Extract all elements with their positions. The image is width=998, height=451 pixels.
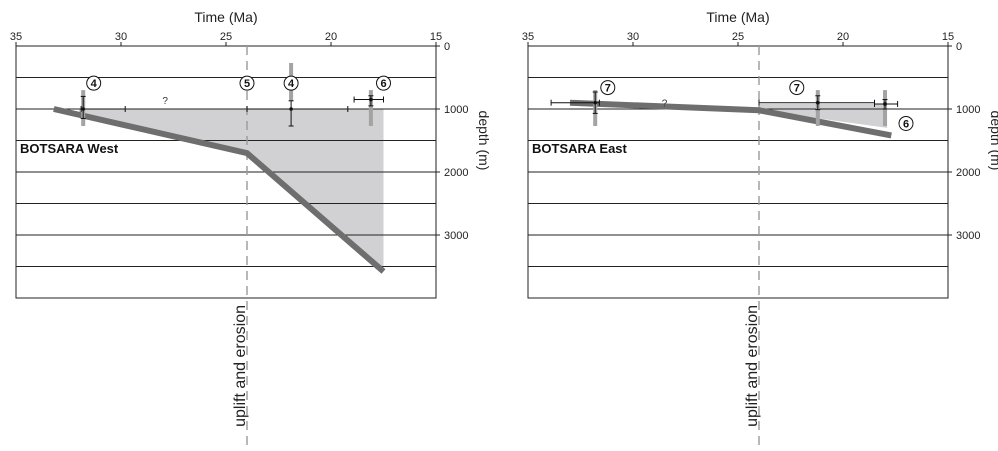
shaded-region (759, 103, 888, 128)
constraint-circle (898, 115, 914, 131)
y-axis-title: depth (m) (476, 111, 492, 171)
y-axis-title: depth (m) (988, 111, 998, 171)
y-tick-label: 2000 (444, 167, 468, 179)
subsidence-curve (53, 106, 386, 274)
x-tick-label: 15 (942, 31, 954, 43)
data-point (81, 107, 85, 111)
data-point (816, 100, 820, 105)
x-tick-label: 30 (115, 31, 127, 43)
question-mark: ? (162, 96, 168, 107)
event-label: uplift and erosion (744, 305, 761, 427)
event-number: 5 (244, 78, 250, 90)
x-axis-title: Time (Ma) (194, 9, 257, 25)
constraint-number: 4 (91, 78, 98, 90)
constraint-circle (600, 80, 616, 96)
x-tick-label: 25 (220, 31, 232, 43)
y-tick-label: 0 (444, 41, 450, 53)
shaded-region (79, 109, 384, 272)
constraint-circle (86, 75, 102, 91)
y-tick-label: 2000 (956, 167, 980, 179)
data-point (593, 100, 597, 105)
data-point (883, 102, 887, 106)
question-mark: ? (662, 99, 668, 110)
subsidence-curve (569, 99, 892, 139)
data-point (289, 107, 293, 111)
x-tick-label: 30 (627, 31, 639, 43)
y-tick-label: 0 (956, 41, 962, 53)
y-tick-label: 1000 (956, 104, 980, 116)
event-circle (239, 75, 255, 91)
panel-label: BOTSARA West (20, 141, 119, 156)
panel-botsara-west: 35 30 25 20 15 Time (Ma) 0 1000 2000 3000 depth (m… (10, 9, 492, 451)
data-point (369, 97, 373, 102)
constraint-number: 6 (903, 118, 909, 130)
panel-botsara-east: 35 30 25 20 15 Time (Ma) 0 1000 2000 3000 depth (m… (522, 9, 998, 451)
y-tick-label: 3000 (444, 230, 468, 242)
constraint-number: 7 (794, 83, 800, 95)
x-axis-title: Time (Ma) (706, 9, 769, 25)
x-tick-label: 35 (10, 31, 22, 43)
x-tick-label: 20 (837, 31, 849, 43)
x-tick-label: 15 (430, 31, 442, 43)
constraint-circle (283, 75, 299, 91)
constraint-circle (789, 80, 805, 96)
constraint-circle (376, 75, 391, 91)
event-label: uplift and erosion (232, 305, 249, 427)
x-tick-label: 25 (732, 31, 744, 43)
y-tick-label: 3000 (956, 230, 980, 242)
x-tick-label: 20 (325, 31, 337, 43)
x-tick-label: 35 (522, 31, 534, 43)
constraint-number: 6 (380, 78, 386, 90)
y-tick-label: 1000 (444, 104, 468, 116)
panel-label: BOTSARA East (532, 141, 628, 156)
constraint-number: 4 (288, 78, 295, 90)
constraint-number: 7 (605, 83, 611, 95)
